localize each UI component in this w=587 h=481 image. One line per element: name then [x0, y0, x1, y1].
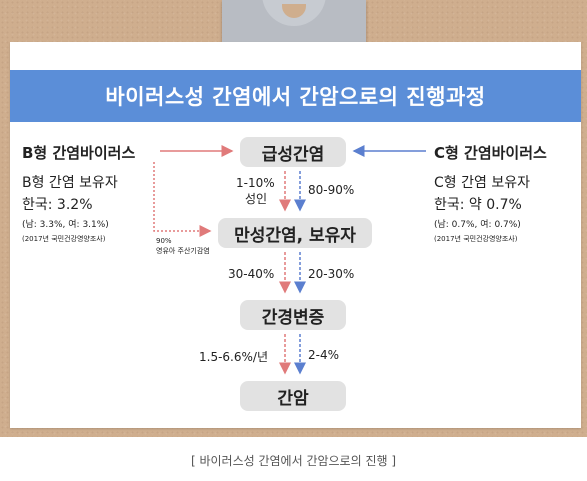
hcv-korea-rate: 한국: 약 0.7%: [434, 197, 522, 213]
hcv-label: C형 간염바이러스: [434, 144, 547, 162]
stage-acute-hepatitis: 급성간염: [240, 137, 346, 167]
rate-acute-chronic-b-note: 성인: [245, 192, 268, 206]
infant-infection-label: 영유아 주산기감염: [156, 247, 210, 255]
infant-infection-pct: 90%: [156, 237, 172, 245]
rate-acute-chronic-c: 80-90%: [308, 183, 355, 197]
clip-hole: [282, 4, 306, 18]
hbv-label: B형 간염바이러스: [22, 144, 136, 162]
rate-chronic-cirrhosis-c: 20-30%: [308, 267, 355, 281]
diagram-title: 바이러스성 간염에서 간암으로의 진행과정: [105, 85, 486, 109]
title-banner: 바이러스성 간염에서 간암으로의 진행과정: [10, 70, 581, 122]
hcv-carrier-label: C형 간염 보유자: [434, 175, 530, 191]
stage-cirrhosis: 간경변증: [240, 300, 346, 330]
infant-infection-arrow: [153, 162, 212, 237]
rate-cirrhosis-cancer-c: 2-4%: [308, 348, 340, 362]
rate-cirrhosis-cancer-b: 1.5-6.6%/년: [199, 350, 268, 364]
hcv-gender-rate: (남: 0.7%, 여: 0.7%): [434, 220, 521, 230]
hbv-carrier-label: B형 간염 보유자: [22, 175, 118, 191]
stage-cirrhosis-label: 간경변증: [261, 307, 325, 328]
hcv-source: (2017년 국민건강영양조사): [434, 235, 518, 243]
rate-chronic-cirrhosis-b: 30-40%: [228, 267, 275, 281]
hbv-gender-rate: (남: 3.3%, 여: 3.1%): [22, 220, 109, 230]
stage-liver-cancer: 간암: [240, 381, 346, 411]
stage-chronic-carrier: 만성간염, 보유자: [218, 218, 372, 248]
stage-cancer-label: 간암: [277, 388, 309, 409]
hbv-source: (2017년 국민건강영양조사): [22, 235, 106, 243]
stage-acute-label: 급성간염: [261, 144, 325, 165]
rate-acute-chronic-b: 1-10%: [236, 176, 275, 190]
hbv-korea-rate: 한국: 3.2%: [22, 197, 93, 213]
figure-caption: [ 바이러스성 간염에서 간암으로의 진행 ]: [190, 454, 397, 468]
flow-arrows: [153, 145, 426, 375]
stage-chronic-label: 만성간염, 보유자: [234, 225, 356, 246]
